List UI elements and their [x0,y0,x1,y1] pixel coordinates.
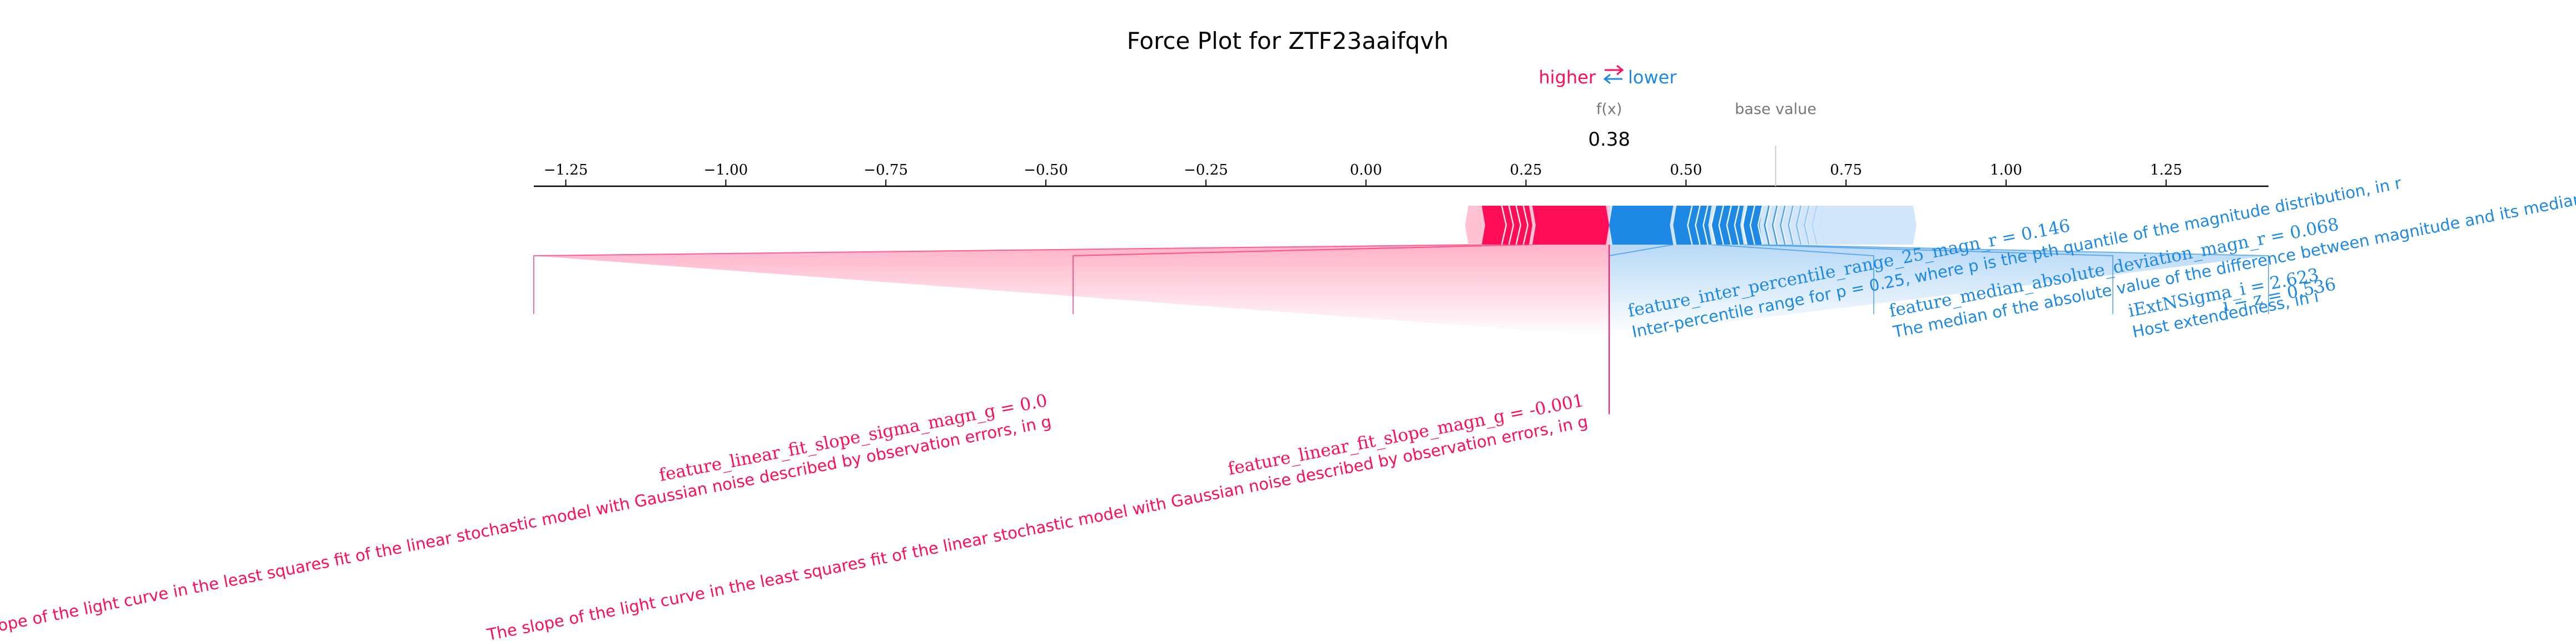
minor-feature-chevron [1780,205,1787,245]
minor-feature-chevron [1788,205,1794,245]
tick-label: −0.75 [863,162,908,178]
minor-feature-chevron [1749,205,1756,245]
force-segment [1743,206,1763,245]
legend-lower: lower [1628,67,1677,88]
minor-feature-chevron [1741,205,1748,245]
force-segment [1532,206,1610,245]
minor-feature-chevron [1695,205,1701,245]
feature-labels: feature_linear_fit_slope_sigma_magn_g = … [0,173,2576,641]
tick-label: 1.25 [2150,162,2182,178]
minor-feature-chevron [1771,205,1778,245]
minor-feature-chevron [1804,205,1810,245]
negative-fan [1609,245,2269,336]
legend-arrows-icon [1603,64,1624,85]
minor-feature-chevron [1773,205,1779,245]
tick-label: −0.25 [1184,162,1228,178]
minor-feature-chevron [1710,205,1716,245]
output-value: 0.38 [1588,128,1630,151]
minor-feature-chevron [1780,205,1786,245]
tick-label: −0.50 [1024,162,1068,178]
minor-feature-chevron [1811,205,1818,245]
minor-feature-chevron [1812,205,1818,245]
minor-feature-chevron [1804,205,1810,245]
minor-feature-chevron [1734,205,1740,245]
tick-label: 0.75 [1830,162,1862,178]
positive-fan [534,245,1610,336]
tick-label: 0.50 [1670,162,1702,178]
tick-label: −1.25 [544,162,588,178]
minor-feature-chevron [1508,205,1515,245]
minor-feature-chevron [1765,205,1771,245]
tick-label: −1.00 [704,162,748,178]
feature-label-group: feature_linear_fit_slope_sigma_magn_g = … [0,391,1053,641]
base-value-label: base value [1735,101,1816,118]
force-bars [1465,205,1917,245]
minor-feature-chevron [1820,205,1826,245]
minor-feature-chevron [1522,205,1529,245]
fx-label: f(x) [1596,101,1622,118]
minor-feature-chevron [1687,205,1693,245]
feature-description-label: The slope of the light curve in the leas… [0,412,1053,641]
tick-label: 0.00 [1350,162,1382,178]
minor-feature-chevron [1726,205,1732,245]
minor-feature-chevron [1718,205,1724,245]
minor-feature-chevron [1820,205,1826,245]
force-segment [1711,206,1744,245]
tick-label: 0.25 [1510,162,1542,178]
force-segment [1609,206,1674,245]
tick-label: 1.00 [1990,162,2022,178]
minor-feature-chevron [1795,205,1802,245]
minor-feature-chevron [1757,205,1764,245]
chart-title: Force Plot for ZTF23aaifqvh [1127,27,1449,54]
force-segment [1673,206,1712,245]
connectors [533,206,2269,414]
x-axis: −1.25 −1.00 −0.75 −0.50 −0.25 0.00 0.25 0.50 0.7… [534,146,2269,187]
legend-higher: higher [1538,67,1596,88]
feature-description-label: The slope of the light curve in the leas… [485,412,1589,641]
minor-feature-chevron [1764,205,1770,245]
force-segment [1482,206,1533,245]
minor-feature-chevron [1501,205,1507,245]
minor-feature-chevron [1703,205,1709,245]
minor-feature-chevron [1789,205,1795,245]
minor-feature-chevron [1515,205,1522,245]
